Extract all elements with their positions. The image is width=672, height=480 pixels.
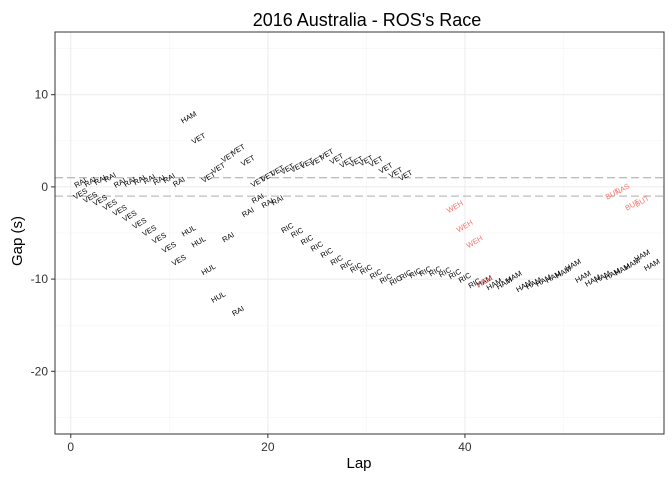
grid-lines [55, 32, 664, 434]
y-tick-label: 0 [41, 180, 48, 194]
x-tick-label: 0 [67, 440, 74, 454]
x-axis-ticks: 0 20 40 [67, 434, 472, 454]
chart-title: 2016 Australia - ROS's Race [253, 10, 482, 30]
y-tick-label: -20 [31, 364, 49, 378]
y-tick-label: -10 [31, 272, 49, 286]
y-tick-label: 10 [35, 88, 49, 102]
y-axis-ticks: -20 -10 0 10 [31, 88, 55, 378]
x-tick-label: 40 [458, 440, 472, 454]
y-axis-title: Gap (s) [9, 216, 26, 266]
reference-lines [55, 177, 664, 197]
x-axis-title: Lap [346, 455, 371, 472]
x-tick-label: 20 [261, 440, 275, 454]
panel-border [54, 31, 665, 435]
